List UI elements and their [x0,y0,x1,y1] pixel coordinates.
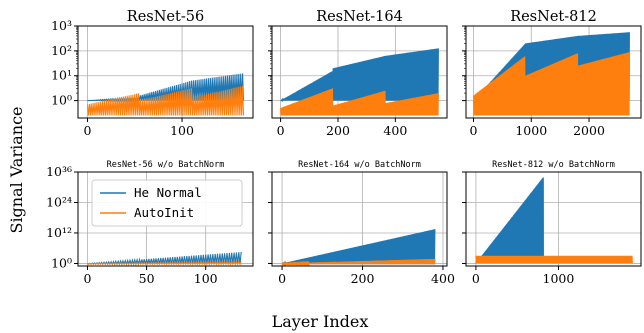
plot-frame [77,25,254,119]
x-tick-label: 400 [383,123,407,138]
panel-title: ResNet-164 w/o BatchNorm [298,160,421,170]
panel-2: 0 200 400 ResNet-164 [268,9,448,138]
x-tick-label: 0 [83,271,91,286]
series-autoinit [281,258,436,266]
plot-frame [77,171,254,267]
x-tick-label: 50 [139,271,155,286]
series-autoinit [86,85,245,116]
y-tick-label: 10²⁴ [46,194,72,209]
series-he-normal [280,48,439,103]
y-tick-label: 10³⁶ [46,164,72,179]
plot-frame [271,171,448,267]
x-tick-label: 0 [83,123,91,138]
x-tick-label: 0 [277,123,285,138]
y-tick-label: 10¹² [46,225,72,240]
figure-xlabel: Layer Index [272,312,369,331]
panel-title: ResNet-56 [127,9,204,25]
series-autoinit [475,255,633,264]
y-tick-label: 10² [51,43,72,58]
legend-box [91,179,243,227]
x-tick-label: 100 [194,271,218,286]
panel-1: 0 100 10⁰ 10¹ 10² 10³ ResNet-56 [51,9,254,138]
panel-title: ResNet-812 w/o BatchNorm [492,160,615,170]
x-tick-label: 1000 [515,123,547,138]
panel-3: 0 1000 2000 ResNet-812 [462,9,642,138]
panel-5: 0 200 400 ResNet-164 w/o BatchNorm [268,160,455,286]
y-tick-label: 10³ [51,18,72,33]
x-tick-label: 400 [431,271,455,286]
series-he-normal [281,229,436,266]
legend-label: He Normal [134,185,202,200]
panel-title: ResNet-56 w/o BatchNorm [107,160,225,170]
panel-6: 0 1000 ResNet-812 w/o BatchNorm [462,160,642,286]
y-tick-label: 10¹ [51,68,72,83]
y-tick-label: 10⁰ [51,93,72,108]
x-tick-label: 0 [278,271,286,286]
panel-title: ResNet-812 [510,9,597,25]
panel-title: ResNet-164 [316,9,403,25]
legend: He Normal AutoInit [91,179,243,227]
series-he-normal [473,32,630,103]
x-tick-label: 0 [470,123,478,138]
x-tick-label: 200 [351,271,375,286]
series-he-normal [475,177,544,264]
x-tick-label: 200 [326,123,350,138]
y-tick-label: 10⁰ [51,255,72,270]
legend-label: AutoInit [134,205,194,220]
x-tick-label: 0 [472,271,480,286]
series-autoinit [87,260,242,266]
plot-frame [465,25,642,119]
series-autoinit [280,88,439,116]
plot-frame [465,171,642,267]
x-tick-label: 1000 [543,271,575,286]
figure-ylabel: Signal Variance [7,106,26,233]
x-tick-label: 2000 [573,123,605,138]
plot-frame [271,25,448,119]
panels-group: 0 100 10⁰ 10¹ 10² 10³ ResNet-56 0 200 400 ResNet-1… [46,9,642,286]
series-autoinit [472,52,630,116]
x-tick-label: 100 [170,123,194,138]
